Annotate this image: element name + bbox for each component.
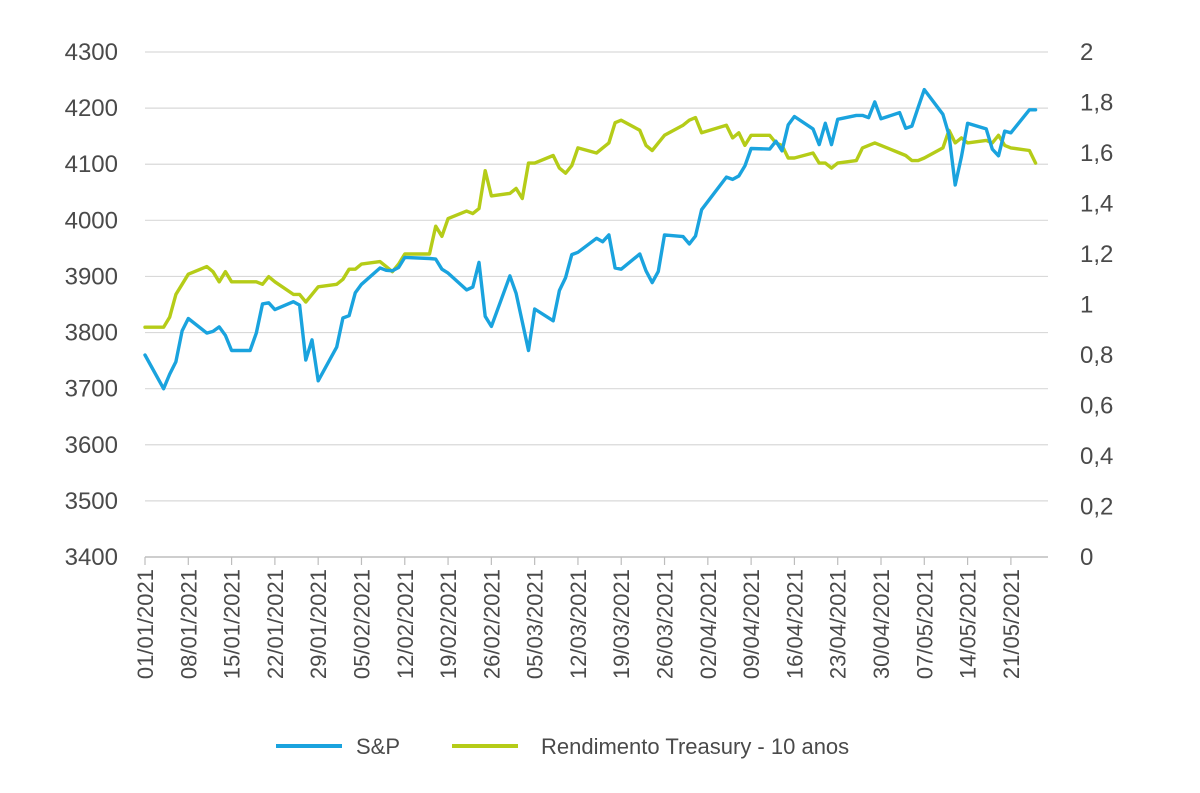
x-tick-label: 08/01/2021 — [176, 569, 201, 679]
x-tick-label: 19/03/2021 — [609, 569, 634, 679]
x-tick-label: 12/02/2021 — [393, 569, 418, 679]
y-right-tick-label: 0,2 — [1080, 494, 1113, 521]
x-tick-label: 14/05/2021 — [956, 569, 981, 679]
legend-item-sp-label: S&P — [356, 734, 400, 759]
y-right-tick-label: 0,8 — [1080, 342, 1113, 369]
y-left-tick-label: 4200 — [65, 95, 118, 122]
x-tick-label: 22/01/2021 — [263, 569, 288, 679]
x-tick-label: 15/01/2021 — [220, 569, 245, 679]
x-tick-label: 23/04/2021 — [826, 569, 851, 679]
y-right-tick-label: 1 — [1080, 292, 1093, 319]
axes: 3400 3500 3600 3700 3800 3900 4000 4100 4200 4300… — [65, 39, 1114, 679]
legend-item-treasury-label: Rendimento Treasury - 10 anos — [541, 734, 849, 759]
y-right-tick-label: 0,4 — [1080, 443, 1113, 470]
x-tick-label: 29/01/2021 — [306, 569, 331, 679]
legend: S&P Rendimento Treasury - 10 anos — [276, 734, 849, 759]
y-right-tick-label: 1,2 — [1080, 241, 1113, 268]
x-tick-label: 12/03/2021 — [566, 569, 591, 679]
x-tick-label: 16/04/2021 — [782, 569, 807, 679]
x-tick-label: 02/04/2021 — [696, 569, 721, 679]
x-tick-label: 05/02/2021 — [349, 569, 374, 679]
x-tick-label: 26/02/2021 — [479, 569, 504, 679]
series-line-treasury — [143, 115, 1038, 329]
y-right-tick-label: 0 — [1080, 544, 1093, 571]
x-tick-label: 07/05/2021 — [912, 569, 937, 679]
y-left-tick-label: 3500 — [65, 488, 118, 515]
x-tick-label: 19/02/2021 — [436, 569, 461, 679]
y-left-tick-label: 3400 — [65, 544, 118, 571]
y-left-tick-label: 3900 — [65, 263, 118, 290]
y-right-tick-label: 1,6 — [1080, 140, 1113, 167]
x-tick-label: 09/04/2021 — [739, 569, 764, 679]
series-lines — [143, 87, 1038, 391]
y-left-tick-label: 3600 — [65, 432, 118, 459]
x-tick-label: 21/05/2021 — [999, 569, 1024, 679]
y-left-tick-label: 3700 — [65, 376, 118, 403]
x-tick-label: 30/04/2021 — [869, 569, 894, 679]
x-tick-label: 01/01/2021 — [133, 569, 158, 679]
x-tick-label: 26/03/2021 — [653, 569, 678, 679]
y-left-tick-label: 3800 — [65, 320, 118, 347]
y-right-tick-label: 0,6 — [1080, 393, 1113, 420]
y-left-tick-label: 4100 — [65, 151, 118, 178]
y-left-tick-label: 4300 — [65, 39, 118, 66]
gridlines — [145, 51, 1048, 558]
series-line-sp — [143, 87, 1038, 391]
y-left-tick-label: 4000 — [65, 207, 118, 234]
y-right-tick-label: 2 — [1080, 39, 1093, 66]
y-right-tick-label: 1,4 — [1080, 191, 1113, 218]
y-right-tick-label: 1,8 — [1080, 90, 1113, 117]
x-tick-label: 05/03/2021 — [523, 569, 548, 679]
